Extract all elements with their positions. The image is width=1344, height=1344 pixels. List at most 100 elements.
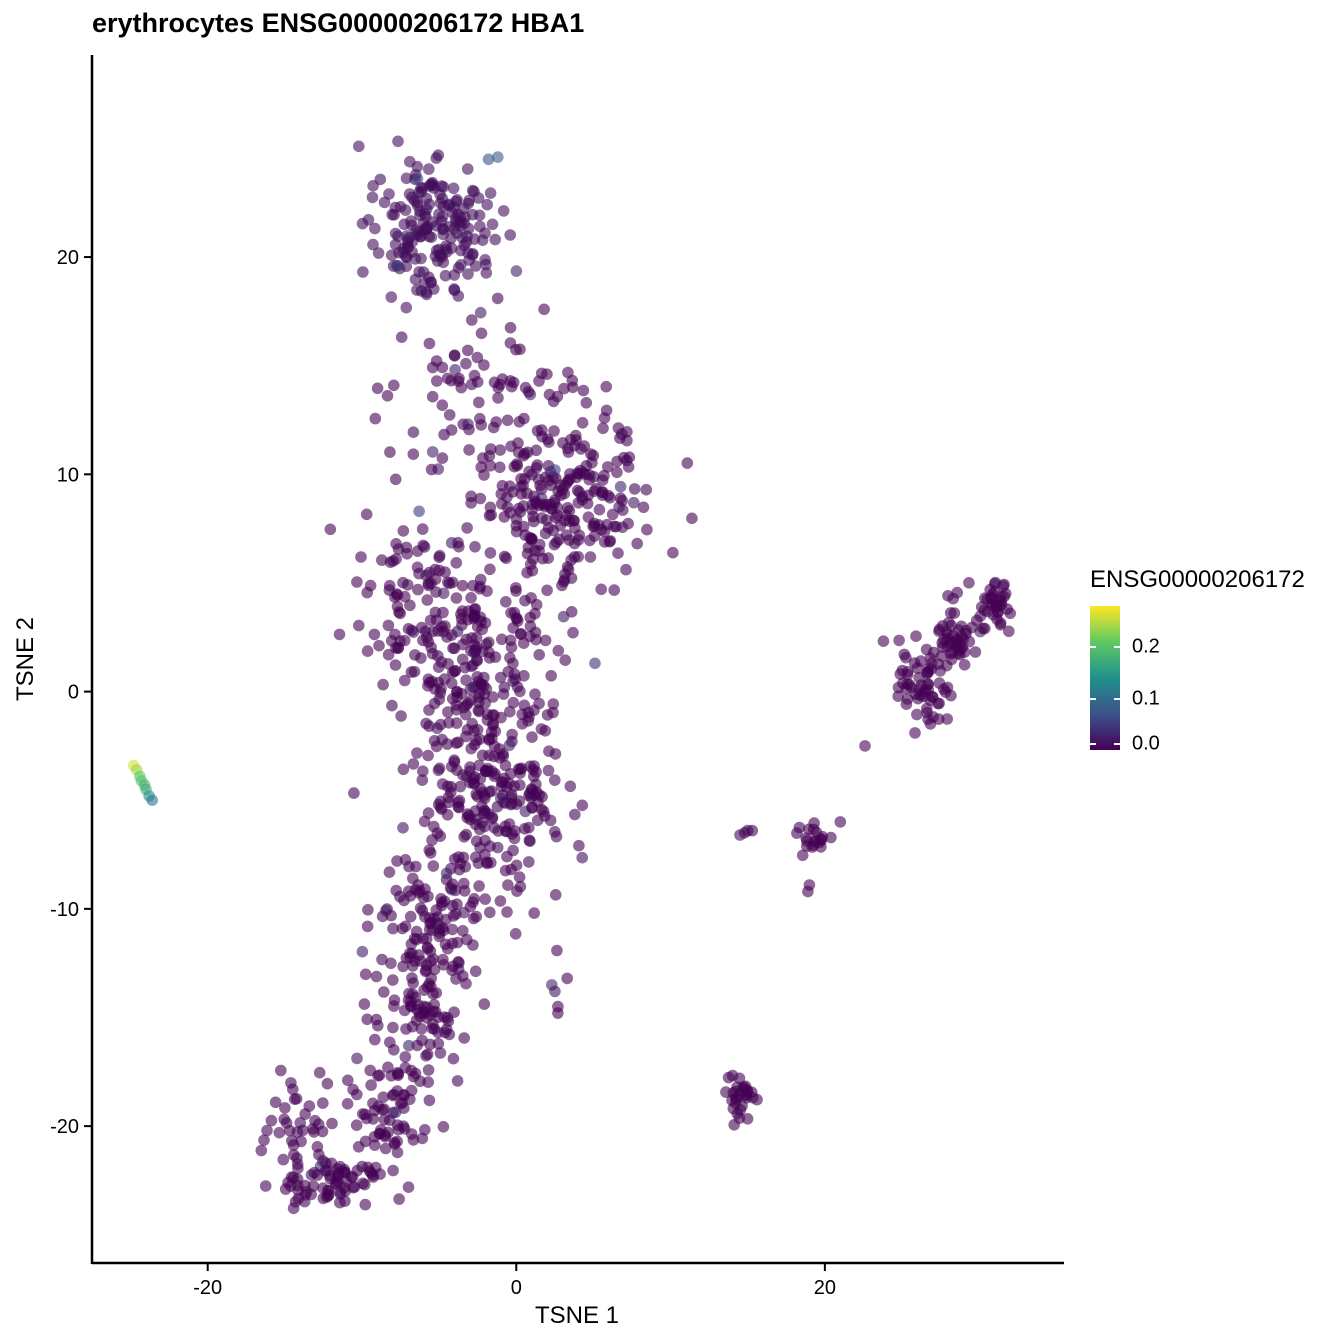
data-point [279, 1102, 291, 1114]
data-point [549, 826, 561, 838]
data-point [417, 932, 429, 945]
data-point [541, 368, 553, 381]
data-point [371, 382, 384, 395]
data-point [727, 1102, 740, 1115]
data-point [359, 1135, 372, 1148]
data-point [452, 262, 465, 274]
data-point [558, 382, 570, 395]
data-point [441, 809, 454, 821]
data-point [422, 749, 434, 762]
data-point [460, 828, 473, 841]
data-point [518, 670, 530, 682]
data-point [376, 953, 388, 966]
data-point [418, 815, 431, 828]
data-point [508, 780, 520, 792]
data-point [484, 460, 497, 472]
data-point [445, 786, 457, 799]
data-point [411, 1039, 424, 1052]
data-point [372, 1070, 384, 1082]
data-point [390, 538, 402, 550]
data-point [289, 1196, 302, 1208]
data-point [292, 1162, 304, 1174]
data-point [791, 827, 803, 839]
data-point [471, 351, 484, 364]
data-point [373, 1128, 386, 1140]
data-point [414, 230, 427, 243]
data-point [466, 249, 479, 261]
data-point [364, 579, 377, 592]
data-point [384, 446, 396, 458]
data-point [641, 523, 653, 536]
data-point [378, 1113, 391, 1126]
data-point [796, 849, 809, 862]
data-point [565, 554, 577, 566]
data-point [986, 592, 998, 604]
data-point [516, 708, 528, 721]
data-point [518, 823, 531, 835]
data-point [452, 851, 465, 863]
data-point [273, 1126, 286, 1139]
data-point [502, 879, 514, 891]
data-point [442, 658, 454, 670]
data-point [408, 194, 421, 207]
data-point [484, 501, 497, 514]
data-point [559, 654, 571, 666]
data-point [621, 426, 633, 438]
data-point [439, 566, 451, 578]
data-point [288, 1149, 300, 1161]
data-point [474, 306, 487, 319]
data-point [378, 1103, 391, 1115]
data-point [497, 205, 510, 217]
data-point [546, 502, 558, 515]
data-point [492, 392, 504, 404]
data-point [556, 484, 569, 496]
data-point [494, 895, 507, 907]
data-point [356, 945, 369, 958]
data-point [437, 953, 449, 966]
data-point [391, 1085, 404, 1097]
data-point [322, 1190, 334, 1202]
data-point [533, 538, 546, 551]
data-point [564, 473, 576, 486]
data-point [486, 218, 499, 231]
data-point [378, 986, 390, 998]
data-point [580, 397, 593, 409]
data-point [403, 860, 415, 873]
data-point [467, 939, 479, 951]
data-point [571, 484, 584, 497]
data-point [316, 1125, 329, 1138]
x-tick-label: 0 [511, 1277, 522, 1299]
data-point [462, 344, 474, 357]
data-point [446, 693, 459, 705]
data-point [497, 750, 510, 762]
data-point [900, 682, 912, 695]
data-point [386, 699, 398, 712]
data-point [494, 444, 507, 456]
data-point [387, 1164, 399, 1177]
data-point [430, 740, 443, 753]
data-point [258, 1134, 270, 1146]
y-axis-title: TSNE 2 [12, 617, 39, 701]
data-point [900, 698, 913, 710]
data-point [507, 696, 520, 709]
data-point [445, 232, 457, 245]
data-point [416, 523, 429, 535]
data-point [506, 728, 518, 741]
data-point [406, 246, 418, 258]
data-point [484, 906, 496, 919]
data-point [534, 479, 546, 492]
data-point [501, 906, 513, 918]
data-point [413, 505, 425, 518]
data-point [515, 628, 527, 640]
data-point [530, 633, 542, 646]
data-point [389, 227, 402, 240]
data-point [474, 412, 486, 425]
chart-title: erythrocytes ENSG00000206172 HBA1 [92, 8, 585, 38]
data-point [473, 209, 486, 222]
data-point [454, 780, 467, 793]
data-point [433, 927, 446, 939]
data-point [595, 583, 607, 596]
data-point [438, 673, 451, 685]
data-point [501, 850, 513, 863]
data-point [285, 1077, 297, 1089]
